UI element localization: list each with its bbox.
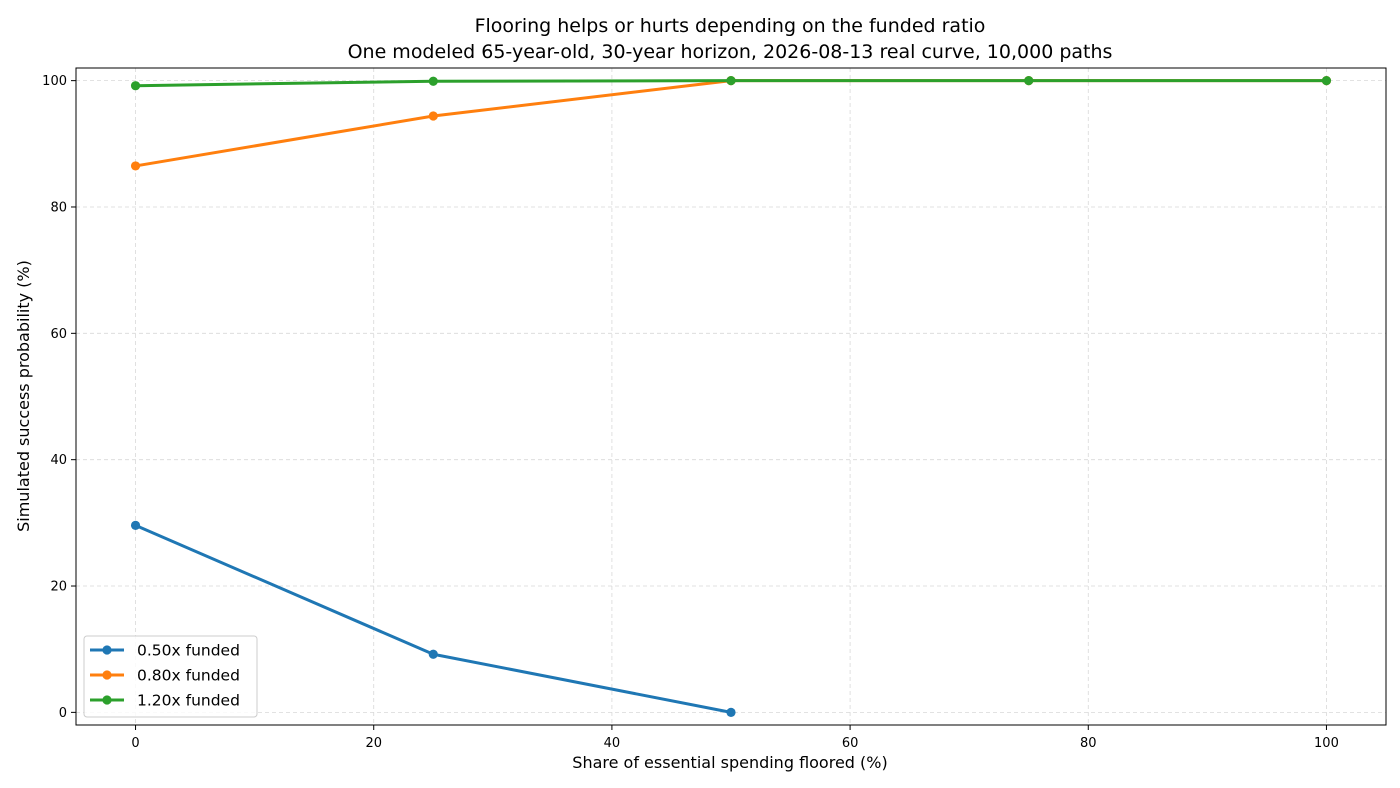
- legend-label: 1.20x funded: [137, 692, 240, 710]
- legend-label: 0.80x funded: [137, 667, 240, 685]
- grid: [76, 68, 1386, 725]
- x-tick-label: 60: [842, 736, 859, 751]
- data-point: [130, 520, 141, 530]
- data-point: [726, 76, 736, 86]
- x-tick-label: 100: [1314, 736, 1339, 751]
- chart-title: Flooring helps or hurts depending on the…: [475, 15, 986, 37]
- data-point: [130, 81, 141, 91]
- y-axis-label: Simulated success probability (%): [14, 260, 33, 532]
- y-tick-label: 80: [50, 200, 67, 215]
- series-line: [134, 79, 1328, 168]
- x-tick-label: 80: [1080, 736, 1097, 751]
- series-layer: [130, 76, 1332, 717]
- legend-marker: [102, 645, 112, 655]
- data-point: [130, 161, 141, 171]
- x-tick-label: 0: [131, 736, 139, 751]
- series-2: [130, 76, 1332, 171]
- plot-frame: [75, 67, 1387, 726]
- legend-item: 0.50x funded: [90, 642, 240, 660]
- data-point: [726, 707, 736, 717]
- chart-subtitle: One modeled 65-year-old, 30-year horizon…: [348, 41, 1113, 63]
- x-tick-label: 40: [604, 736, 621, 751]
- legend-box: [83, 635, 258, 718]
- legend-marker: [102, 670, 112, 680]
- legend: 0.50x funded 0.80x funded 1.20x funded: [83, 635, 258, 718]
- y-tick-label: 40: [50, 453, 67, 468]
- legend-item: 0.80x funded: [90, 667, 240, 685]
- series-3: [130, 76, 1332, 91]
- data-point: [1024, 76, 1034, 86]
- x-tick-label: 20: [365, 736, 382, 751]
- y-tick-label: 60: [50, 327, 67, 342]
- data-point: [428, 649, 438, 659]
- y-tick-label: 20: [50, 580, 67, 595]
- legend-marker: [102, 695, 112, 705]
- series-1: [130, 520, 736, 717]
- y-tick-label: 0: [59, 706, 67, 721]
- data-point: [428, 76, 438, 86]
- legend-item: 1.20x funded: [90, 692, 240, 710]
- data-point: [428, 111, 438, 121]
- legend-label: 0.50x funded: [137, 642, 240, 660]
- data-point: [1321, 76, 1332, 86]
- axis-ticks: 0 20 40 60 80 100 0 20 40 60 80 100: [42, 74, 1339, 751]
- x-axis-label: Share of essential spending floored (%): [572, 753, 887, 772]
- y-tick-label: 100: [42, 74, 67, 89]
